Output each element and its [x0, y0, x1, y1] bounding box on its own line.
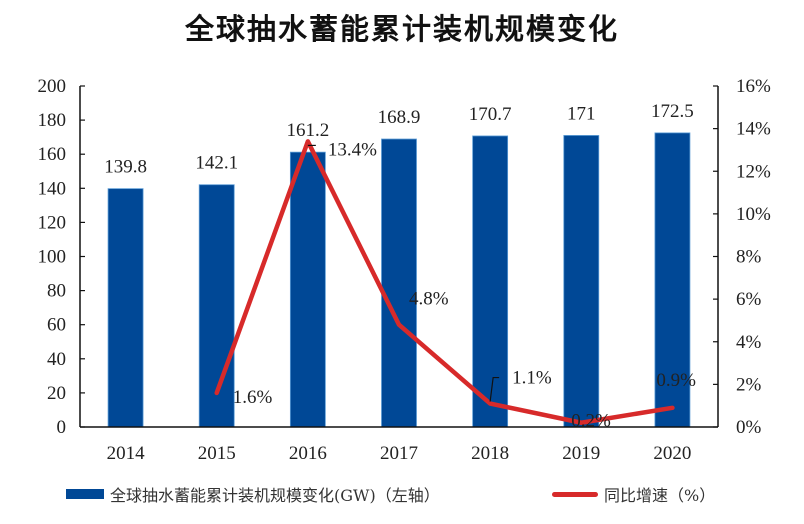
- legend-line-swatch: [552, 491, 598, 497]
- growth-value-label: 13.4%: [328, 139, 377, 160]
- growth-value-label: 1.1%: [512, 368, 552, 389]
- line-labels-group: 1.6% 13.4% 4.8% 1.1% 0.2% 0.9%: [233, 139, 696, 431]
- bar-value-label: 168.9: [378, 107, 421, 128]
- bar-2014: [107, 188, 144, 428]
- left-tick-label: 40: [47, 349, 66, 370]
- growth-value-label: 0.9%: [656, 370, 696, 391]
- legend-bar-swatch: [66, 489, 104, 499]
- growth-rate-line: [214, 139, 675, 425]
- legend-bar-label: 全球抽水蓄能累计装机规模变化(GW)（左轴）: [110, 486, 440, 505]
- right-tick-label: 0%: [736, 417, 762, 438]
- growth-value-label: 4.8%: [409, 289, 449, 310]
- bar-2018: [472, 135, 509, 428]
- right-tick-label: 14%: [736, 119, 771, 140]
- chart-plot: 139.8 142.1 161.2 168.9 170.7 171 172.5 0 20 40 6…: [38, 76, 772, 464]
- leader-line: [489, 376, 500, 402]
- right-tick-label: 16%: [736, 76, 771, 97]
- line-group: [214, 139, 675, 425]
- bar-value-label: 171: [567, 103, 596, 124]
- right-tick-label: 10%: [736, 204, 771, 225]
- right-tick-label: 6%: [736, 289, 762, 310]
- x-tick-label: 2015: [198, 443, 236, 464]
- right-tick-label: 12%: [736, 161, 771, 182]
- x-tick-label: 2019: [562, 443, 600, 464]
- bars-group: [107, 132, 691, 428]
- bar-2020: [654, 132, 691, 428]
- left-tick-label: 80: [47, 281, 66, 302]
- chart-title: 全球抽水蓄能累计装机规模变化: [184, 12, 619, 46]
- left-tick-label: 0: [57, 417, 67, 438]
- bar-value-label: 139.8: [104, 157, 147, 178]
- right-tick-label: 2%: [736, 374, 762, 395]
- left-tick-label: 60: [47, 315, 66, 336]
- bar-2016: [289, 151, 326, 428]
- bar-labels-group: 139.8 142.1 161.2 168.9 170.7 171 172.5: [104, 101, 694, 178]
- x-tick-label: 2016: [289, 443, 327, 464]
- left-tick-label: 200: [38, 76, 67, 97]
- right-tick-label: 4%: [736, 332, 762, 353]
- legend-item-line: 同比增速（%）: [552, 482, 715, 506]
- left-tick-label: 20: [47, 383, 66, 404]
- left-tick-label: 180: [38, 110, 67, 131]
- left-tick-label: 160: [38, 144, 67, 165]
- x-tick-label: 2020: [653, 443, 691, 464]
- growth-value-label: 0.2%: [571, 411, 611, 432]
- legend-item-bar: 全球抽水蓄能累计装机规模变化(GW)（左轴）: [66, 482, 440, 506]
- left-tick-label: 120: [38, 212, 67, 233]
- growth-value-label: 1.6%: [233, 387, 273, 408]
- bar-value-label: 161.2: [286, 120, 329, 141]
- left-tick-label: 140: [38, 178, 67, 199]
- legend: 全球抽水蓄能累计装机规模变化(GW)（左轴） 同比增速（%）: [0, 482, 804, 512]
- x-tick-label: 2017: [380, 443, 418, 464]
- bar-value-label: 142.1: [195, 153, 238, 174]
- axes-group: 0 20 40 60 80 100 120 140 160 180 200 0% 2% 4% 6% 8% 10%…: [38, 76, 772, 464]
- x-tick-label: 2018: [471, 443, 509, 464]
- bar-2019: [563, 135, 600, 428]
- bar-value-label: 170.7: [469, 104, 512, 125]
- right-tick-label: 8%: [736, 247, 762, 268]
- legend-line-label: 同比增速（%）: [604, 486, 716, 505]
- bar-value-label: 172.5: [651, 101, 694, 122]
- left-tick-label: 100: [38, 247, 67, 268]
- x-tick-label: 2014: [107, 443, 146, 464]
- bar-2017: [381, 138, 417, 428]
